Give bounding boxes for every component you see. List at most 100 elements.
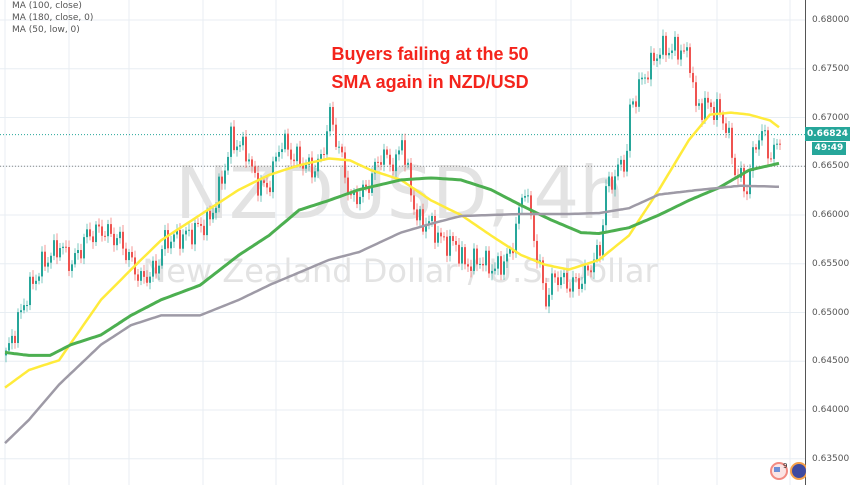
candle-body	[446, 236, 448, 256]
candle-body	[389, 154, 391, 165]
candle	[659, 48, 661, 65]
candle-body	[365, 184, 367, 187]
candle	[674, 31, 676, 56]
candle-body	[98, 224, 100, 227]
candle	[83, 233, 85, 265]
candle-body	[113, 233, 115, 246]
candle-body	[392, 164, 394, 172]
candle	[578, 273, 580, 296]
candle-body	[335, 124, 337, 147]
candle	[728, 121, 730, 139]
candle-body	[761, 131, 763, 141]
candle-body	[317, 158, 319, 172]
candle-body	[221, 176, 223, 184]
candle	[131, 246, 133, 262]
legend-ma180[interactable]: MA (180, close, 0)	[12, 13, 94, 23]
candle	[146, 270, 148, 287]
candle-body	[80, 250, 82, 259]
candle-body	[656, 58, 658, 61]
candle	[386, 146, 388, 159]
candle	[491, 264, 493, 281]
candle-body	[296, 146, 298, 162]
candle	[779, 139, 781, 150]
candle-body	[32, 276, 34, 284]
candle-body	[587, 265, 589, 271]
candle-body	[341, 146, 343, 153]
candle-body	[680, 50, 682, 60]
candle	[23, 298, 25, 314]
candle-body	[158, 265, 160, 274]
candle	[302, 157, 304, 176]
candle	[461, 241, 463, 271]
candle-body	[350, 194, 352, 196]
candle	[287, 128, 289, 157]
candle-body	[740, 167, 742, 178]
candle-body	[353, 191, 355, 195]
candle-body	[650, 52, 652, 80]
candle	[338, 140, 340, 154]
candle	[383, 143, 385, 172]
candle-body	[743, 167, 745, 192]
candle	[734, 153, 736, 179]
candle-body	[86, 229, 88, 238]
candle	[233, 120, 235, 154]
y-tick-label: 0.68000	[812, 15, 850, 25]
candle-body	[356, 191, 358, 205]
candle-body	[266, 182, 268, 188]
candle-body	[191, 229, 193, 245]
candle	[545, 277, 547, 310]
candle-body	[206, 210, 208, 236]
candle-body	[611, 176, 613, 190]
candle	[617, 158, 619, 181]
candle-body	[452, 236, 454, 242]
candle	[656, 53, 658, 67]
candle	[98, 218, 100, 233]
candle	[623, 154, 625, 178]
candle	[428, 215, 430, 230]
candle-body	[35, 280, 37, 284]
candle	[419, 205, 421, 227]
nz-flag-icon[interactable]	[790, 462, 806, 480]
candle-body	[566, 272, 568, 289]
candle-body	[122, 231, 124, 249]
candle	[473, 243, 475, 275]
candle	[389, 148, 391, 172]
candle-body	[119, 231, 121, 239]
candle	[557, 271, 559, 292]
candle-body	[440, 232, 442, 237]
candle-body	[455, 241, 457, 245]
legend-ma50[interactable]: MA (50, low, 0)	[12, 25, 80, 35]
candle-body	[710, 102, 712, 108]
event-flags[interactable]: 9	[770, 460, 806, 482]
candle-body	[125, 248, 127, 261]
price-axis[interactable]: 0.68000 0.67500 0.67000 0.66500 0.66000 0.655…	[805, 0, 852, 485]
candle-body	[662, 35, 664, 55]
candle	[254, 160, 256, 178]
candle	[170, 235, 172, 255]
candle-body	[770, 158, 772, 160]
candle	[524, 189, 526, 202]
candle	[371, 167, 373, 197]
candle	[59, 243, 61, 261]
candle-body	[473, 248, 475, 271]
candle-body	[620, 159, 622, 165]
candle	[128, 248, 130, 267]
candle-body	[281, 149, 283, 153]
candle-body	[8, 343, 10, 351]
candle	[149, 272, 151, 290]
candle-body	[674, 36, 676, 51]
candle-body	[506, 253, 508, 262]
candle-body	[686, 47, 688, 51]
candle-body	[416, 209, 418, 221]
candle	[314, 164, 316, 182]
candle	[182, 229, 184, 253]
candle	[767, 126, 769, 166]
legend-ma100[interactable]: MA (100, close)	[12, 1, 82, 11]
candle-body	[767, 130, 769, 159]
candle	[692, 66, 694, 88]
candle-body	[755, 147, 757, 150]
candle-body	[608, 176, 610, 187]
y-tick-label: 0.66500	[812, 161, 850, 172]
candle-body	[329, 107, 331, 132]
